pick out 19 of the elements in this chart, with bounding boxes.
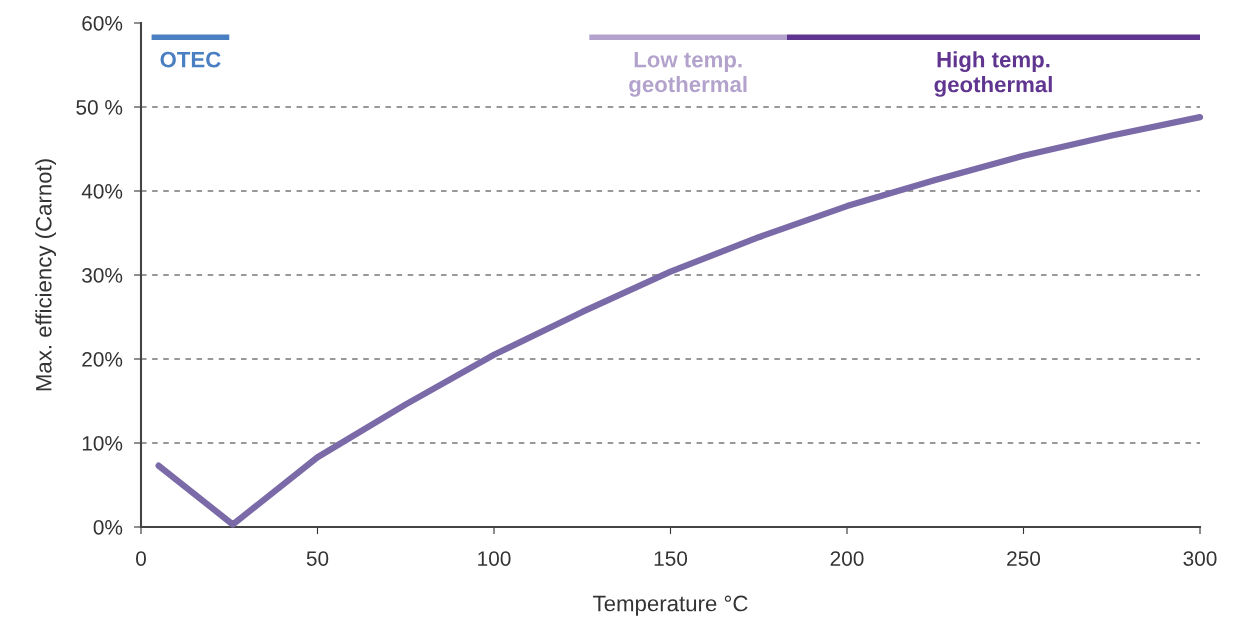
x-tick-label: 300 [1183,551,1217,566]
x-tick-label: 250 [1007,551,1041,566]
y-tick-label: 50 % [76,100,123,115]
x-tick-label: 200 [830,551,864,566]
y-tick-label: 10% [82,436,123,451]
x-tick-label: 100 [478,551,511,566]
series-label: OTEC [160,51,221,68]
series-label: Low temp. geothermal [629,51,747,97]
y-axis-title: Max. efficiency (Carnot) [35,159,57,391]
y-tick-label: 0% [93,520,123,535]
y-tick-label: 40% [81,184,123,199]
y-tick-label: 60% [82,16,123,31]
y-tick-label: 20% [82,352,123,367]
x-axis-title: Temperature °C [593,595,748,616]
x-tick-label: 0 [136,551,146,566]
x-tick-label: 50 [306,551,329,566]
y-tick-label: 30% [82,268,123,283]
x-tick-label: 150 [654,551,688,566]
series-label: High temp. geothermal [934,51,1052,97]
